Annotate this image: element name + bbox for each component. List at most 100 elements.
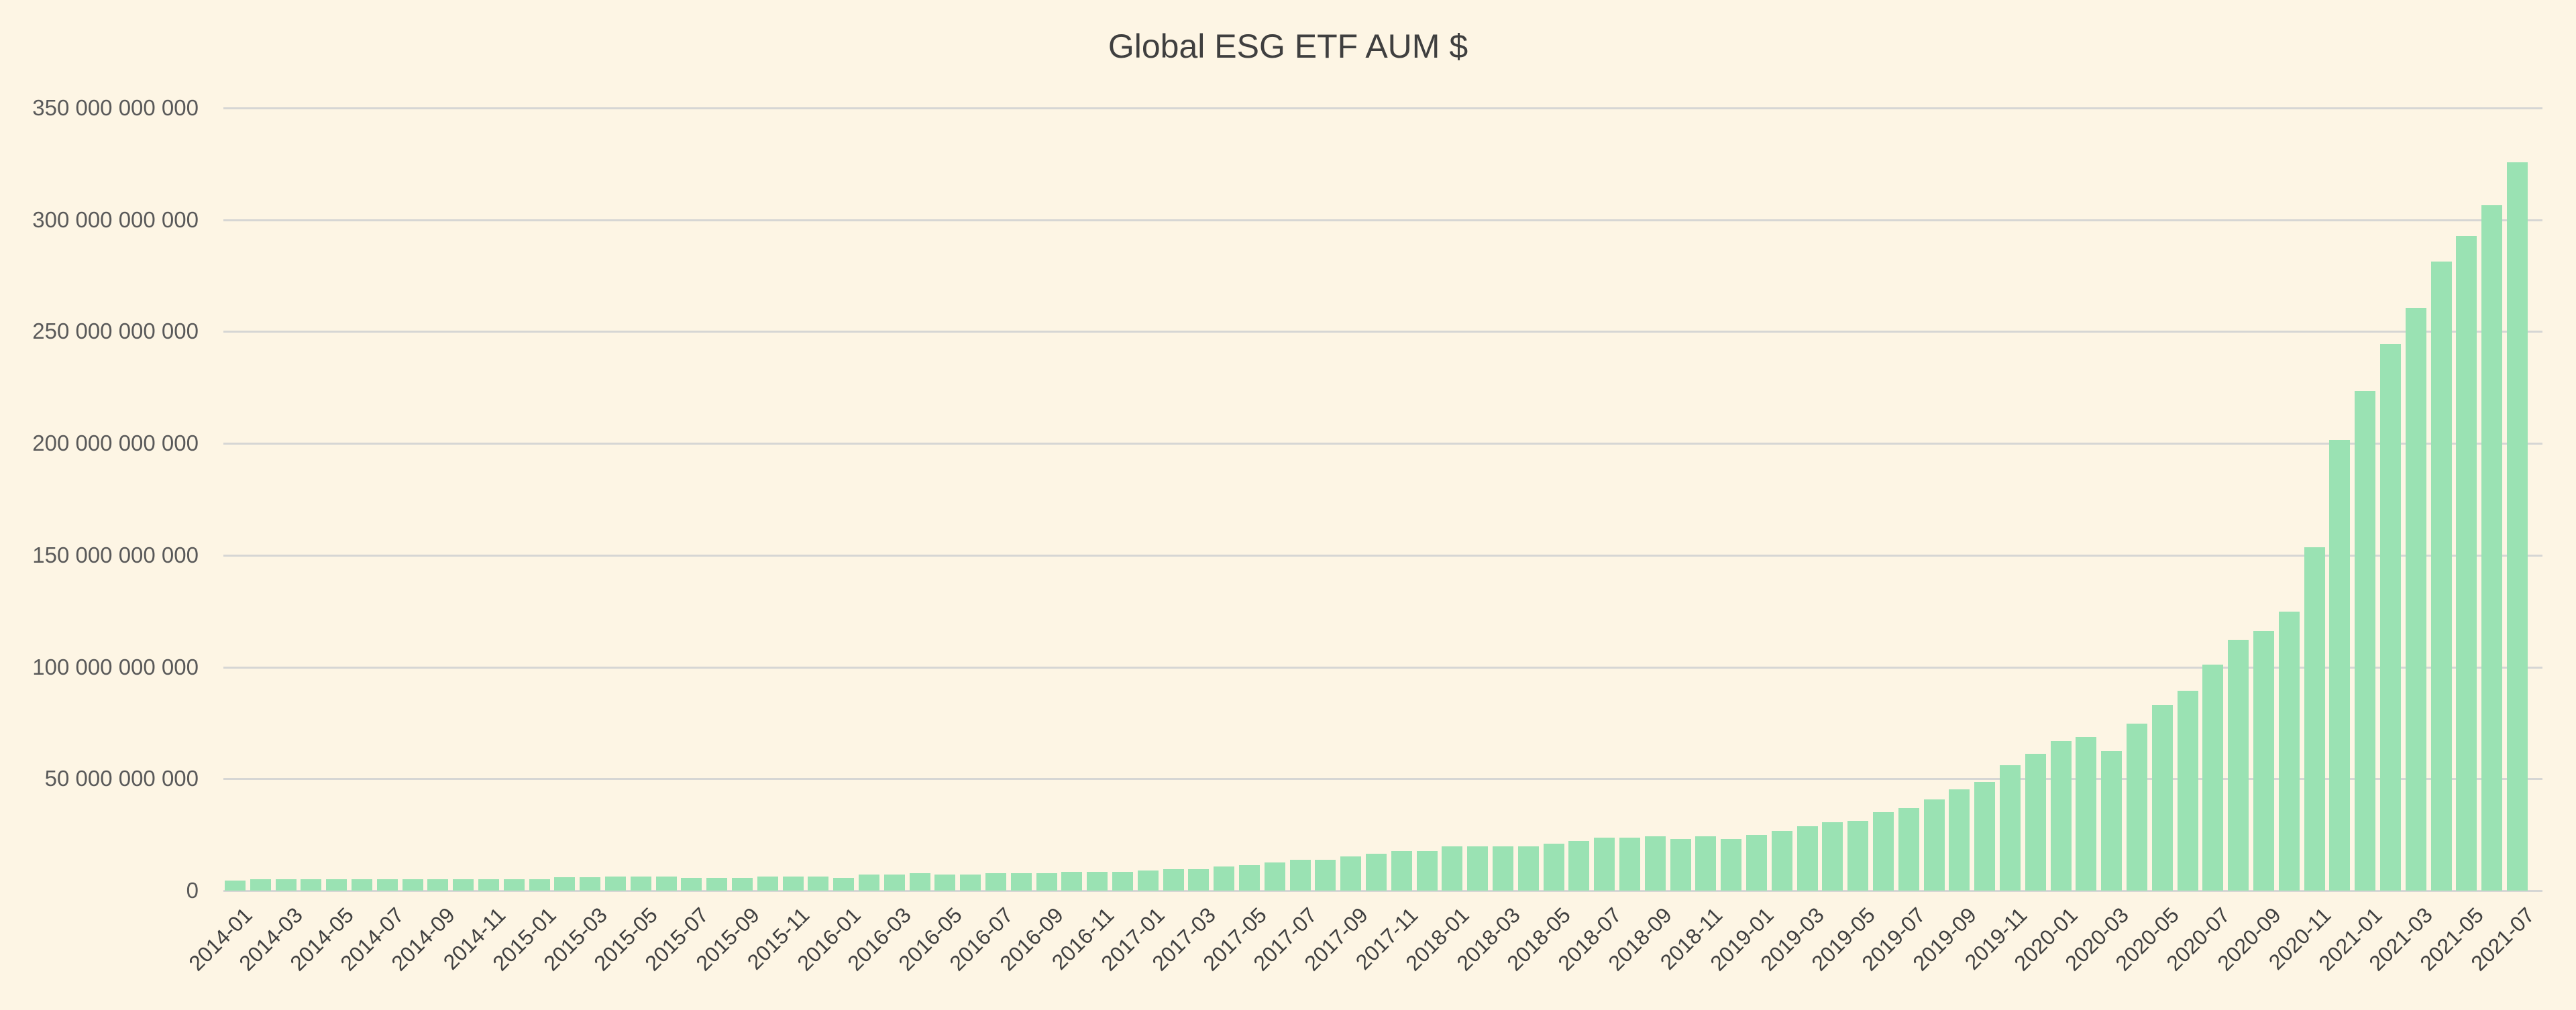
bar-2020-03 bbox=[2101, 751, 2123, 891]
bar-2014-08 bbox=[402, 879, 423, 891]
bar-2015-02 bbox=[554, 877, 576, 891]
bar-2016-10 bbox=[1061, 872, 1083, 891]
gridline bbox=[223, 666, 2542, 669]
bar-2017-08 bbox=[1315, 859, 1336, 891]
bar-2018-11 bbox=[1695, 836, 1717, 891]
bar-2018-03 bbox=[1493, 846, 1513, 891]
gridline bbox=[223, 107, 2542, 109]
bar-2017-07 bbox=[1289, 859, 1311, 891]
bar-2015-01 bbox=[529, 879, 550, 891]
bar-2014-06 bbox=[352, 879, 372, 891]
gridline bbox=[223, 331, 2542, 333]
bar-2015-07 bbox=[681, 877, 702, 891]
bar-2015-12 bbox=[808, 876, 829, 891]
bar-2021-07 bbox=[2507, 162, 2528, 891]
bar-2021-06 bbox=[2481, 205, 2503, 891]
bar-2015-08 bbox=[706, 877, 728, 891]
bar-2014-01 bbox=[225, 881, 246, 891]
bar-2017-01 bbox=[1137, 871, 1159, 891]
bar-2019-05 bbox=[1847, 820, 1869, 891]
y-tick-label: 200 000 000 000 bbox=[32, 431, 199, 456]
gridline bbox=[223, 890, 2542, 892]
bar-2015-10 bbox=[757, 876, 778, 891]
bar-2020-07 bbox=[2202, 664, 2224, 891]
bar-2018-01 bbox=[1442, 846, 1463, 891]
bar-2016-01 bbox=[833, 877, 855, 891]
bar-2015-04 bbox=[605, 876, 626, 891]
bar-2017-05 bbox=[1239, 865, 1260, 891]
bar-2015-05 bbox=[630, 876, 651, 891]
bar-2015-09 bbox=[732, 877, 753, 891]
bar-2015-03 bbox=[580, 877, 601, 891]
bar-2019-03 bbox=[1796, 826, 1818, 891]
bar-2019-11 bbox=[2000, 765, 2021, 891]
bar-2018-05 bbox=[1543, 843, 1564, 891]
bar-2020-09 bbox=[2253, 630, 2274, 891]
bar-2019-08 bbox=[1923, 799, 1945, 891]
bar-2020-04 bbox=[2127, 724, 2147, 891]
bar-2018-12 bbox=[1721, 839, 1742, 891]
chart-title: Global ESG ETF AUM $ bbox=[1108, 27, 1468, 65]
bar-2020-08 bbox=[2228, 640, 2249, 891]
bar-2014-05 bbox=[326, 879, 347, 891]
bar-2016-02 bbox=[859, 875, 879, 891]
bar-2020-12 bbox=[2329, 440, 2351, 891]
bar-2018-07 bbox=[1594, 838, 1615, 891]
bar-2019-04 bbox=[1822, 822, 1843, 891]
bar-2016-03 bbox=[883, 875, 905, 891]
bar-2021-02 bbox=[2380, 343, 2401, 891]
bar-2020-10 bbox=[2278, 612, 2300, 891]
bar-2019-10 bbox=[1974, 782, 1996, 891]
bar-2017-04 bbox=[1214, 866, 1235, 891]
bar-2016-11 bbox=[1087, 872, 1108, 891]
bar-2018-02 bbox=[1467, 846, 1489, 891]
bar-2018-06 bbox=[1568, 840, 1590, 891]
bar-2018-10 bbox=[1670, 839, 1691, 891]
bar-2020-11 bbox=[2304, 547, 2325, 891]
gridline bbox=[223, 443, 2542, 445]
y-tick-label: 300 000 000 000 bbox=[32, 207, 199, 232]
y-tick-label: 100 000 000 000 bbox=[32, 654, 199, 679]
bar-2019-01 bbox=[1746, 834, 1767, 891]
bar-2018-04 bbox=[1517, 846, 1539, 891]
bar-2014-09 bbox=[427, 879, 449, 891]
bar-2016-09 bbox=[1036, 873, 1057, 891]
gridline bbox=[223, 778, 2542, 781]
bar-2020-01 bbox=[2050, 740, 2072, 891]
bar-2017-03 bbox=[1188, 869, 1210, 891]
gridline bbox=[223, 554, 2542, 557]
bar-2019-09 bbox=[1949, 789, 1970, 891]
bar-2019-07 bbox=[1898, 807, 1919, 891]
bar-2016-04 bbox=[909, 873, 930, 891]
bar-2016-12 bbox=[1112, 872, 1133, 891]
y-tick-label: 150 000 000 000 bbox=[32, 542, 199, 567]
bar-2019-02 bbox=[1771, 830, 1792, 891]
bar-2015-06 bbox=[655, 876, 677, 891]
bar-2014-07 bbox=[376, 879, 398, 891]
bar-2014-12 bbox=[503, 879, 525, 891]
bar-2017-06 bbox=[1264, 862, 1285, 891]
y-tick-label: 50 000 000 000 bbox=[44, 766, 199, 791]
bar-2017-10 bbox=[1366, 853, 1387, 891]
bar-2014-10 bbox=[453, 879, 474, 891]
bar-2017-09 bbox=[1340, 856, 1362, 891]
bar-2019-06 bbox=[1873, 812, 1894, 891]
bar-2020-02 bbox=[2076, 736, 2097, 891]
bar-2018-09 bbox=[1644, 836, 1666, 891]
y-tick-label: 350 000 000 000 bbox=[32, 95, 199, 120]
bar-2014-04 bbox=[301, 879, 322, 891]
bar-2017-02 bbox=[1163, 869, 1184, 891]
bar-2017-12 bbox=[1416, 850, 1438, 891]
bar-2017-11 bbox=[1391, 850, 1412, 891]
bar-2014-11 bbox=[478, 879, 499, 891]
bar-2016-05 bbox=[934, 875, 956, 891]
y-tick-label: 250 000 000 000 bbox=[32, 319, 199, 344]
bar-2016-08 bbox=[1010, 873, 1032, 891]
bar-2020-06 bbox=[2177, 690, 2198, 891]
bar-2019-12 bbox=[2025, 754, 2046, 891]
bar-2018-08 bbox=[1619, 838, 1640, 891]
bar-2021-03 bbox=[2405, 308, 2426, 891]
bar-2015-11 bbox=[782, 876, 804, 891]
bar-2021-05 bbox=[2456, 236, 2477, 891]
y-tick-label: 0 bbox=[186, 878, 199, 903]
